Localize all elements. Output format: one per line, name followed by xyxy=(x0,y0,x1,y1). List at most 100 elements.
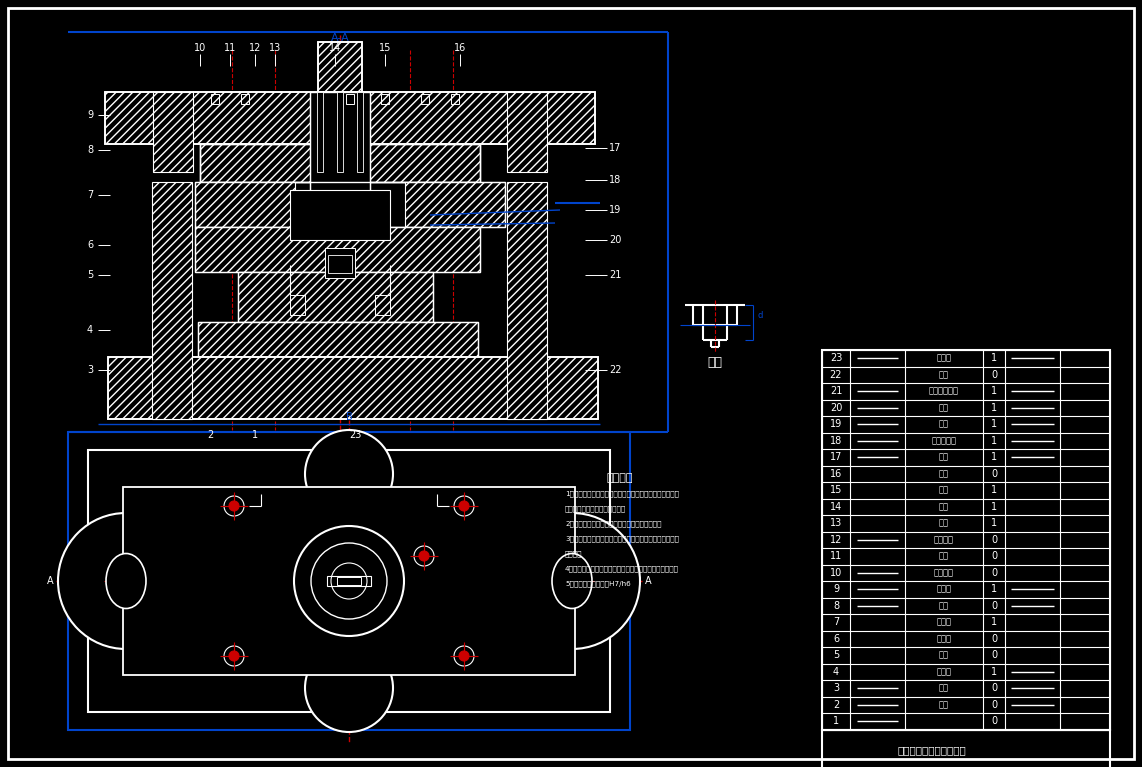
Text: d: d xyxy=(757,311,763,320)
Bar xyxy=(822,729,1110,767)
Text: 螺钉: 螺钉 xyxy=(939,469,949,479)
Text: 0: 0 xyxy=(991,535,997,545)
Text: 推杆: 推杆 xyxy=(939,502,949,512)
Text: 0: 0 xyxy=(991,700,997,709)
Text: 1: 1 xyxy=(991,518,997,528)
Bar xyxy=(507,182,547,419)
Circle shape xyxy=(230,501,239,511)
Text: 圆柱螺钉: 圆柱螺钉 xyxy=(934,535,954,545)
Bar xyxy=(105,92,595,144)
Circle shape xyxy=(419,551,429,561)
Text: 3: 3 xyxy=(87,365,93,375)
Bar xyxy=(198,322,478,357)
Text: 7: 7 xyxy=(87,190,94,200)
Text: 11: 11 xyxy=(830,551,842,561)
Circle shape xyxy=(58,513,194,649)
Text: 下模座: 下模座 xyxy=(936,354,951,363)
Text: 1：组成模具各零件的材料、尺寸及精度、形位公差、表面: 1：组成模具各零件的材料、尺寸及精度、形位公差、表面 xyxy=(565,491,679,497)
Text: 15: 15 xyxy=(379,43,392,53)
Text: 0: 0 xyxy=(991,601,997,611)
Text: 0: 0 xyxy=(991,683,997,693)
Bar xyxy=(290,295,305,315)
Text: 14: 14 xyxy=(329,43,341,53)
Circle shape xyxy=(311,543,387,619)
Text: 0: 0 xyxy=(991,634,997,644)
Bar xyxy=(290,190,391,240)
Text: 14: 14 xyxy=(830,502,842,512)
Text: 1: 1 xyxy=(991,667,997,676)
Text: 均匀一致: 均匀一致 xyxy=(565,551,582,558)
Text: 18: 18 xyxy=(609,175,621,185)
Bar xyxy=(105,92,595,144)
Bar xyxy=(822,350,1110,729)
Text: 推板: 推板 xyxy=(939,518,949,528)
Text: 1: 1 xyxy=(991,502,997,512)
Text: 13: 13 xyxy=(830,518,842,528)
Text: 19: 19 xyxy=(830,420,842,430)
Bar xyxy=(238,272,433,322)
Text: A: A xyxy=(645,576,651,586)
Bar xyxy=(241,94,249,104)
Text: 1: 1 xyxy=(991,617,997,627)
Text: 技术要求: 技术要求 xyxy=(606,473,634,483)
Ellipse shape xyxy=(552,554,592,608)
Circle shape xyxy=(305,430,393,518)
Bar xyxy=(327,576,371,586)
Text: 0: 0 xyxy=(991,551,997,561)
Text: 2：上下模座之上下平面的平行度应达到较高精度: 2：上下模座之上下平面的平行度应达到较高精度 xyxy=(565,521,661,527)
Bar xyxy=(507,92,547,172)
Bar xyxy=(195,182,295,227)
Bar xyxy=(357,92,363,172)
Bar xyxy=(346,94,354,104)
Text: 21: 21 xyxy=(609,270,621,280)
Bar xyxy=(238,272,433,322)
Text: 凸模固定板: 凸模固定板 xyxy=(932,436,957,446)
Text: 20: 20 xyxy=(609,235,621,245)
Text: 3: 3 xyxy=(833,683,839,693)
Text: 6: 6 xyxy=(833,634,839,644)
Text: 凸模: 凸模 xyxy=(939,683,949,693)
Text: 18: 18 xyxy=(830,436,842,446)
Text: 0: 0 xyxy=(991,469,997,479)
Bar xyxy=(195,227,480,272)
Text: 22: 22 xyxy=(609,365,621,375)
Text: 螺钉: 螺钉 xyxy=(939,370,949,379)
Text: 0: 0 xyxy=(991,650,997,660)
Text: 10: 10 xyxy=(194,43,206,53)
Text: 4: 4 xyxy=(833,667,839,676)
Bar xyxy=(211,94,219,104)
Text: 6: 6 xyxy=(87,240,93,250)
Text: 23: 23 xyxy=(830,354,842,364)
Text: 16: 16 xyxy=(453,43,466,53)
Ellipse shape xyxy=(106,554,146,608)
Bar xyxy=(123,487,576,675)
Bar xyxy=(317,42,362,92)
Bar xyxy=(152,182,192,419)
Bar xyxy=(195,182,505,227)
Bar xyxy=(451,94,459,104)
Bar xyxy=(337,92,343,172)
Text: 0: 0 xyxy=(991,370,997,380)
Bar xyxy=(108,357,598,419)
Text: 9: 9 xyxy=(833,584,839,594)
Text: 盖板: 盖板 xyxy=(939,453,949,462)
Text: 导套: 导套 xyxy=(939,601,949,611)
Bar xyxy=(108,357,598,419)
Text: 17: 17 xyxy=(609,143,621,153)
Text: 推件板: 推件板 xyxy=(936,617,951,627)
Text: 1: 1 xyxy=(991,584,997,594)
Text: 1: 1 xyxy=(991,354,997,364)
Text: 9: 9 xyxy=(87,110,93,120)
Text: 模柄: 模柄 xyxy=(939,486,949,495)
Bar xyxy=(88,450,610,712)
Text: 19: 19 xyxy=(609,205,621,215)
Bar xyxy=(200,144,480,182)
Bar xyxy=(153,92,193,172)
Bar xyxy=(200,144,480,182)
Circle shape xyxy=(459,501,469,511)
Text: 1: 1 xyxy=(991,453,997,463)
Bar xyxy=(69,432,630,730)
Text: 凸模: 凸模 xyxy=(939,420,949,429)
Text: 1: 1 xyxy=(991,387,997,397)
Text: 23: 23 xyxy=(348,430,361,440)
